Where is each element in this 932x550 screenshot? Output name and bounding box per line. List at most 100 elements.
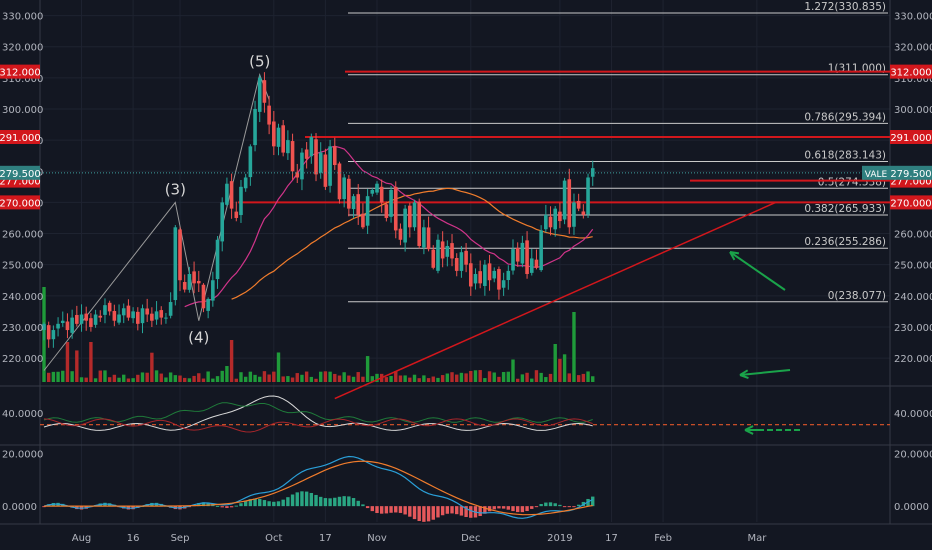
volume-bar [243,376,248,382]
macd-histogram-bar [544,502,548,507]
candle-body [192,271,196,284]
time-axis-label: Dec [461,533,480,544]
volume-bar [89,342,93,382]
macd-histogram-bar [455,506,459,515]
price-axis-label-right: 310.000 [894,74,932,85]
price-axis-label-left: 250.000 [2,261,43,272]
price-tag-right-bg [890,195,932,210]
price-axis-label-left: 240.000 [2,292,43,303]
candle-body [553,208,558,230]
volume-bar [220,370,224,382]
volume-bar [487,371,492,382]
volume-bar [309,376,314,382]
fib-label: 0(238.077) [828,290,886,302]
price-axis-label-left: 230.000 [2,323,43,334]
volume-bar [122,374,126,382]
price-axis-label-right: 250.000 [894,261,932,272]
volume-bar [591,376,595,382]
macd-histogram-bar [286,497,290,507]
candle-body [51,330,56,340]
macd-histogram-bar [445,506,450,514]
candle-body [511,249,515,271]
macd-histogram-bar [243,500,248,507]
candle-body [126,305,131,318]
price-tag-right: 270.000 [890,198,931,209]
price-axis-label-left: 300.000 [2,105,43,116]
macd-line [43,455,593,519]
volume-bar [286,376,290,382]
time-axis-label: 16 [127,533,140,544]
volume-bar [501,372,506,382]
macd-histogram-bar [225,506,229,508]
candle-body [140,308,145,324]
macd-histogram-bar [234,505,238,507]
macd-histogram-bar [197,503,201,507]
price-axis-label-right: 300.000 [894,105,932,116]
time-axis-label: Nov [367,533,387,544]
macd-histogram-bar [487,506,492,512]
candle-body [220,202,225,242]
price-tag-left-bg [0,130,40,145]
ma-fast-line [184,145,594,308]
candle-body [393,186,398,231]
volume-bar [431,376,435,382]
volume-bar [75,350,79,382]
volume-bar [351,376,356,382]
volume-bar [572,312,576,382]
price-axis-label-right: 220.000 [894,354,932,365]
candle-body [445,245,450,257]
macd-histogram-bar [567,506,571,508]
candle-body [229,181,234,209]
volume-bar [553,344,557,382]
macd-histogram-bar [450,506,454,514]
last-price-tag-right: 279.500 [890,169,931,180]
volume-bar [558,358,562,382]
macd-histogram-bar [304,491,309,507]
macd-histogram-bar [262,500,267,507]
volume-bar [534,370,539,382]
candle-body [182,281,187,290]
price-tag-left: 312.000 [0,68,41,79]
arrow-shaft [729,251,786,291]
fib-label: 0.786(295.394) [804,111,886,123]
candle-body [436,239,440,271]
volume-bar [586,371,590,382]
volume-bars [42,287,595,382]
candle-body [206,298,210,311]
volume-bar [445,373,450,382]
time-axis-label: Oct [265,533,282,544]
macd-histogram-bar [365,506,370,509]
volume-bar [154,370,159,382]
macd-histogram-bar [337,496,342,507]
candle-body [286,140,290,154]
candle-body [534,259,539,268]
price-axis-label-right: 240.000 [894,292,932,303]
arrow-head [739,369,749,380]
candle-body [164,317,168,319]
fib-label: 0.382(265.933) [804,203,886,215]
volume-bar [51,371,56,382]
candle-body [487,263,492,281]
candle-body [492,270,497,279]
candle-body [56,323,60,329]
candle-body [304,149,309,159]
volume-bar [253,374,257,382]
macd-histogram-bar [309,492,314,507]
candle-body [431,249,436,268]
macd-histogram-bar [511,506,515,512]
volume-bar [440,375,445,382]
volume-bar [192,375,196,382]
volume-bar [145,372,149,382]
volume-bar [267,374,271,382]
macd-axis-label-right: 0.0000 [894,502,929,513]
price-axis-label-right: 330.000 [894,12,932,23]
time-axis-label: 2019 [547,533,572,544]
volume-bar [248,371,253,382]
candle-body [539,230,543,271]
candle-body [173,227,178,301]
macd-histogram-bar [375,506,379,514]
volume-bar [272,371,276,382]
price-axis-label-right: 320.000 [894,43,932,54]
candle-body [581,211,586,215]
